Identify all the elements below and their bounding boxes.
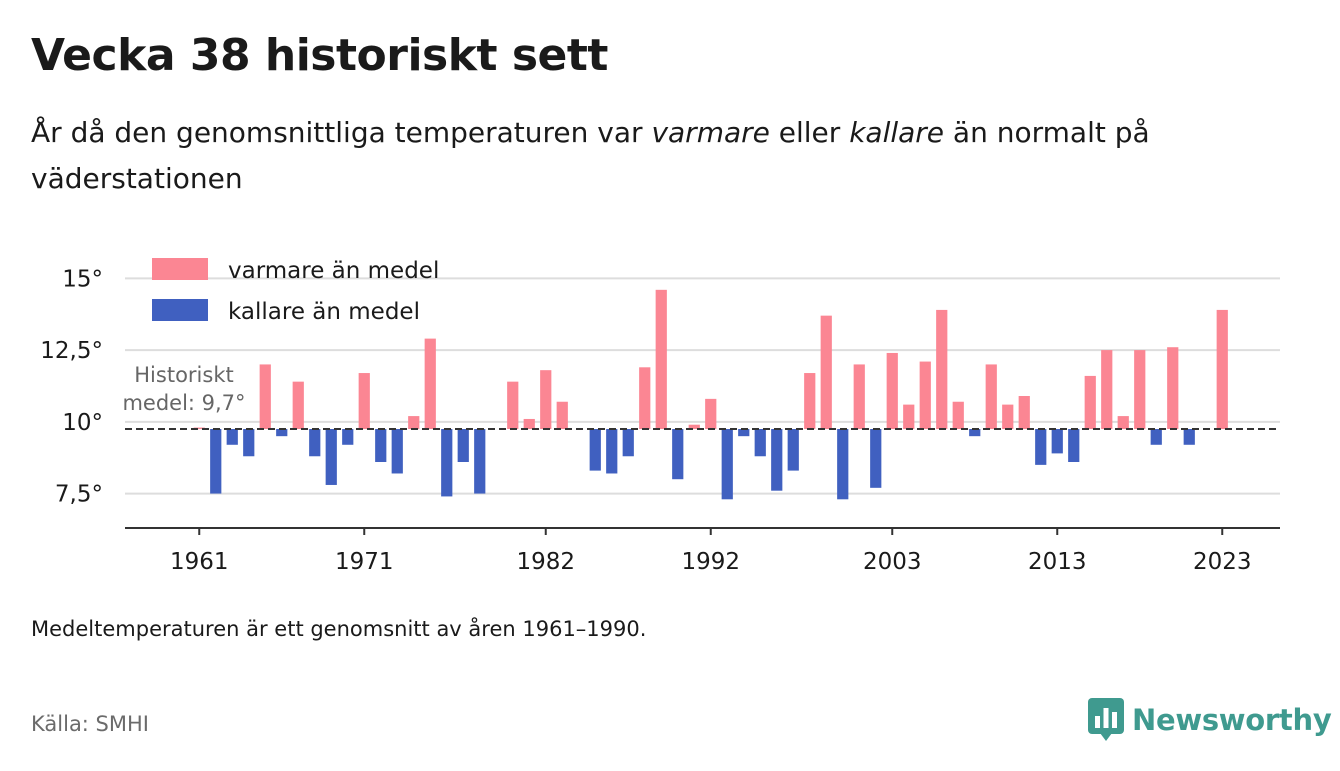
baseline-label: Historiskt medel: 9,7° xyxy=(120,361,248,418)
bar-warm xyxy=(1101,350,1113,429)
subtitle-warm-word: varmare xyxy=(651,116,770,149)
bar-cold xyxy=(391,429,403,474)
y-axis-ticks: 7,5° 10° 12,5° 15° xyxy=(40,266,103,507)
bar-warm xyxy=(1134,350,1146,429)
legend: varmare än medel kallare än medel xyxy=(152,258,439,325)
bar-warm xyxy=(886,352,898,429)
bar-warm xyxy=(259,364,271,429)
bar-cold xyxy=(325,429,337,485)
bar-cold xyxy=(1051,429,1063,454)
bar-warm xyxy=(1167,347,1179,429)
bar-warm xyxy=(985,364,997,429)
bars xyxy=(193,289,1228,500)
bar-warm xyxy=(424,338,436,429)
page-subtitle: År då den genomsnittliga temperaturen va… xyxy=(31,110,1251,202)
baseline-label-line2: medel: 9,7° xyxy=(122,391,245,415)
bar-cold xyxy=(1035,429,1047,465)
page-title: Vecka 38 historiskt sett xyxy=(31,30,608,81)
x-tick-label: 1971 xyxy=(335,549,394,575)
subtitle-cold-word: kallare xyxy=(849,116,945,149)
brand-logo[interactable]: Newsworthy xyxy=(1088,698,1332,742)
x-tick-label: 2013 xyxy=(1028,549,1087,575)
bar-cold xyxy=(738,429,750,437)
bar-warm xyxy=(820,315,832,429)
bar-cold xyxy=(226,429,238,445)
bar-cold xyxy=(606,429,618,474)
footnote: Medeltemperaturen är ett genomsnitt av å… xyxy=(31,617,647,641)
legend-label-cold: kallare än medel xyxy=(228,299,420,325)
bar-cold xyxy=(969,429,981,437)
bar-cold xyxy=(870,429,882,488)
bar-warm xyxy=(292,381,304,429)
bar-warm xyxy=(193,427,205,430)
bar-warm xyxy=(523,418,535,429)
bar-warm xyxy=(655,289,667,429)
subtitle-text-3: än normalt på väderstationen xyxy=(31,116,1150,195)
bar-warm xyxy=(507,381,519,429)
bar-cold xyxy=(754,429,766,457)
source-credit: Källa: SMHI xyxy=(31,712,149,736)
bar-cold xyxy=(1150,429,1162,445)
x-tick-label: 2023 xyxy=(1193,549,1252,575)
bar-cold xyxy=(837,429,849,500)
legend-swatch-cold xyxy=(152,299,208,321)
bar-warm xyxy=(903,404,915,429)
bar-warm xyxy=(1084,375,1096,429)
bar-cold xyxy=(589,429,601,471)
bar-warm xyxy=(1002,404,1014,429)
bar-warm xyxy=(1018,396,1030,429)
bar-cold xyxy=(276,429,288,437)
x-tick-label: 1992 xyxy=(681,549,740,575)
bar-warm xyxy=(952,401,964,429)
subtitle-text-2: eller xyxy=(769,116,850,149)
bar-cold xyxy=(309,429,321,457)
x-tick-label: 1961 xyxy=(170,549,229,575)
y-tick-label: 10° xyxy=(62,410,103,436)
bar-warm xyxy=(1216,309,1228,429)
bar-cold xyxy=(375,429,387,462)
baseline-label-line1: Historiskt xyxy=(134,363,233,387)
bar-cold xyxy=(1068,429,1080,462)
bar-warm xyxy=(1117,416,1129,429)
bar-warm xyxy=(639,367,651,429)
brand-name: Newsworthy xyxy=(1132,703,1332,737)
y-tick-label: 15° xyxy=(62,266,103,292)
bar-cold xyxy=(672,429,684,480)
x-tick-label: 1982 xyxy=(516,549,575,575)
bar-cold xyxy=(787,429,799,471)
bar-warm xyxy=(408,416,420,429)
y-tick-label: 7,5° xyxy=(55,482,103,508)
bar-warm xyxy=(556,401,568,429)
bar-cold xyxy=(441,429,453,497)
x-tick-label: 2003 xyxy=(863,549,922,575)
bar-warm xyxy=(936,309,948,429)
bar-warm xyxy=(358,373,370,429)
bar-warm xyxy=(705,398,717,429)
bar-chart: 7,5° 10° 12,5° 15° Historiskt medel: 9,7° 1… xyxy=(40,258,1280,575)
bar-cold xyxy=(210,429,222,494)
bar-cold xyxy=(457,429,469,462)
bar-cold xyxy=(474,429,486,494)
bar-cold xyxy=(771,429,783,491)
subtitle-text-1: År då den genomsnittliga temperaturen va… xyxy=(31,116,652,149)
bar-cold xyxy=(243,429,255,457)
bar-warm xyxy=(853,364,865,429)
bar-chart-speech-bubble-icon xyxy=(1088,698,1124,741)
bar-warm xyxy=(804,373,816,429)
bar-cold xyxy=(342,429,354,445)
legend-swatch-warm xyxy=(152,258,208,280)
bar-warm xyxy=(540,370,552,429)
bar-cold xyxy=(622,429,634,457)
bar-cold xyxy=(721,429,733,500)
bar-warm xyxy=(919,361,931,429)
y-tick-label: 12,5° xyxy=(40,338,103,364)
bar-cold xyxy=(1183,429,1195,445)
legend-label-warm: varmare än medel xyxy=(228,258,439,284)
bar-warm xyxy=(688,424,700,429)
x-axis-ticks: 1961 1971 1982 1992 2003 2013 2023 xyxy=(170,528,1252,575)
